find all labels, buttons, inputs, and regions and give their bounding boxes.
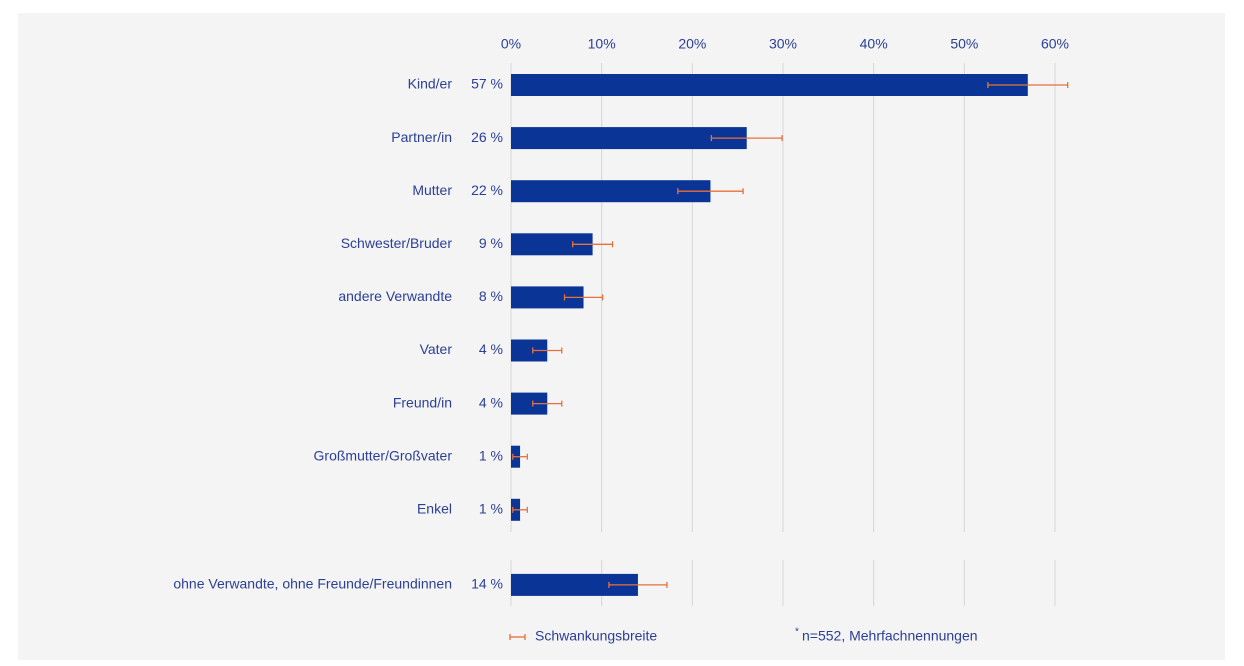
x-tick-label: 50% [950, 36, 978, 52]
value-label: 14 % [471, 576, 503, 592]
value-label: 26 % [471, 129, 503, 145]
value-label: 22 % [471, 182, 503, 198]
y-tick-label: ohne Verwandte, ohne Freunde/Freundinnen [173, 576, 452, 592]
bar [511, 286, 584, 309]
value-label: 4 % [479, 341, 503, 357]
value-label: 1 % [479, 501, 503, 517]
bar [511, 573, 638, 596]
y-tick-label: Vater [420, 341, 453, 357]
bar [511, 74, 1028, 96]
note-marker: * [795, 627, 799, 638]
y-tick-label: Freund/in [393, 394, 452, 410]
x-tick-label: 20% [678, 36, 706, 52]
x-tick-label: 30% [769, 36, 797, 52]
y-tick-label: Schwester/Bruder [341, 235, 453, 251]
note: n=552, Mehrfachnennungen [802, 628, 978, 644]
bar [511, 392, 548, 415]
bar [511, 339, 548, 362]
value-label: 8 % [479, 288, 503, 304]
y-tick-label: Partner/in [391, 129, 452, 145]
y-tick-label: Mutter [412, 182, 452, 198]
value-label: 4 % [479, 394, 503, 410]
value-label: 1 % [479, 447, 503, 463]
bar [511, 233, 593, 256]
y-tick-label: Großmutter/Großvater [314, 447, 453, 463]
bar [511, 127, 747, 150]
x-tick-label: 40% [860, 36, 888, 52]
y-tick-label: Kind/er [408, 76, 453, 92]
x-tick-label: 60% [1041, 36, 1069, 52]
y-tick-label: andere Verwandte [338, 288, 452, 304]
legend-label: Schwankungsbreite [535, 628, 657, 644]
x-tick-label: 0% [501, 36, 521, 52]
bar [511, 180, 711, 203]
y-tick-label: Enkel [417, 501, 452, 517]
value-label: 9 % [479, 235, 503, 251]
value-label: 57 % [471, 76, 503, 92]
panel [18, 13, 1225, 660]
x-tick-label: 10% [588, 36, 616, 52]
